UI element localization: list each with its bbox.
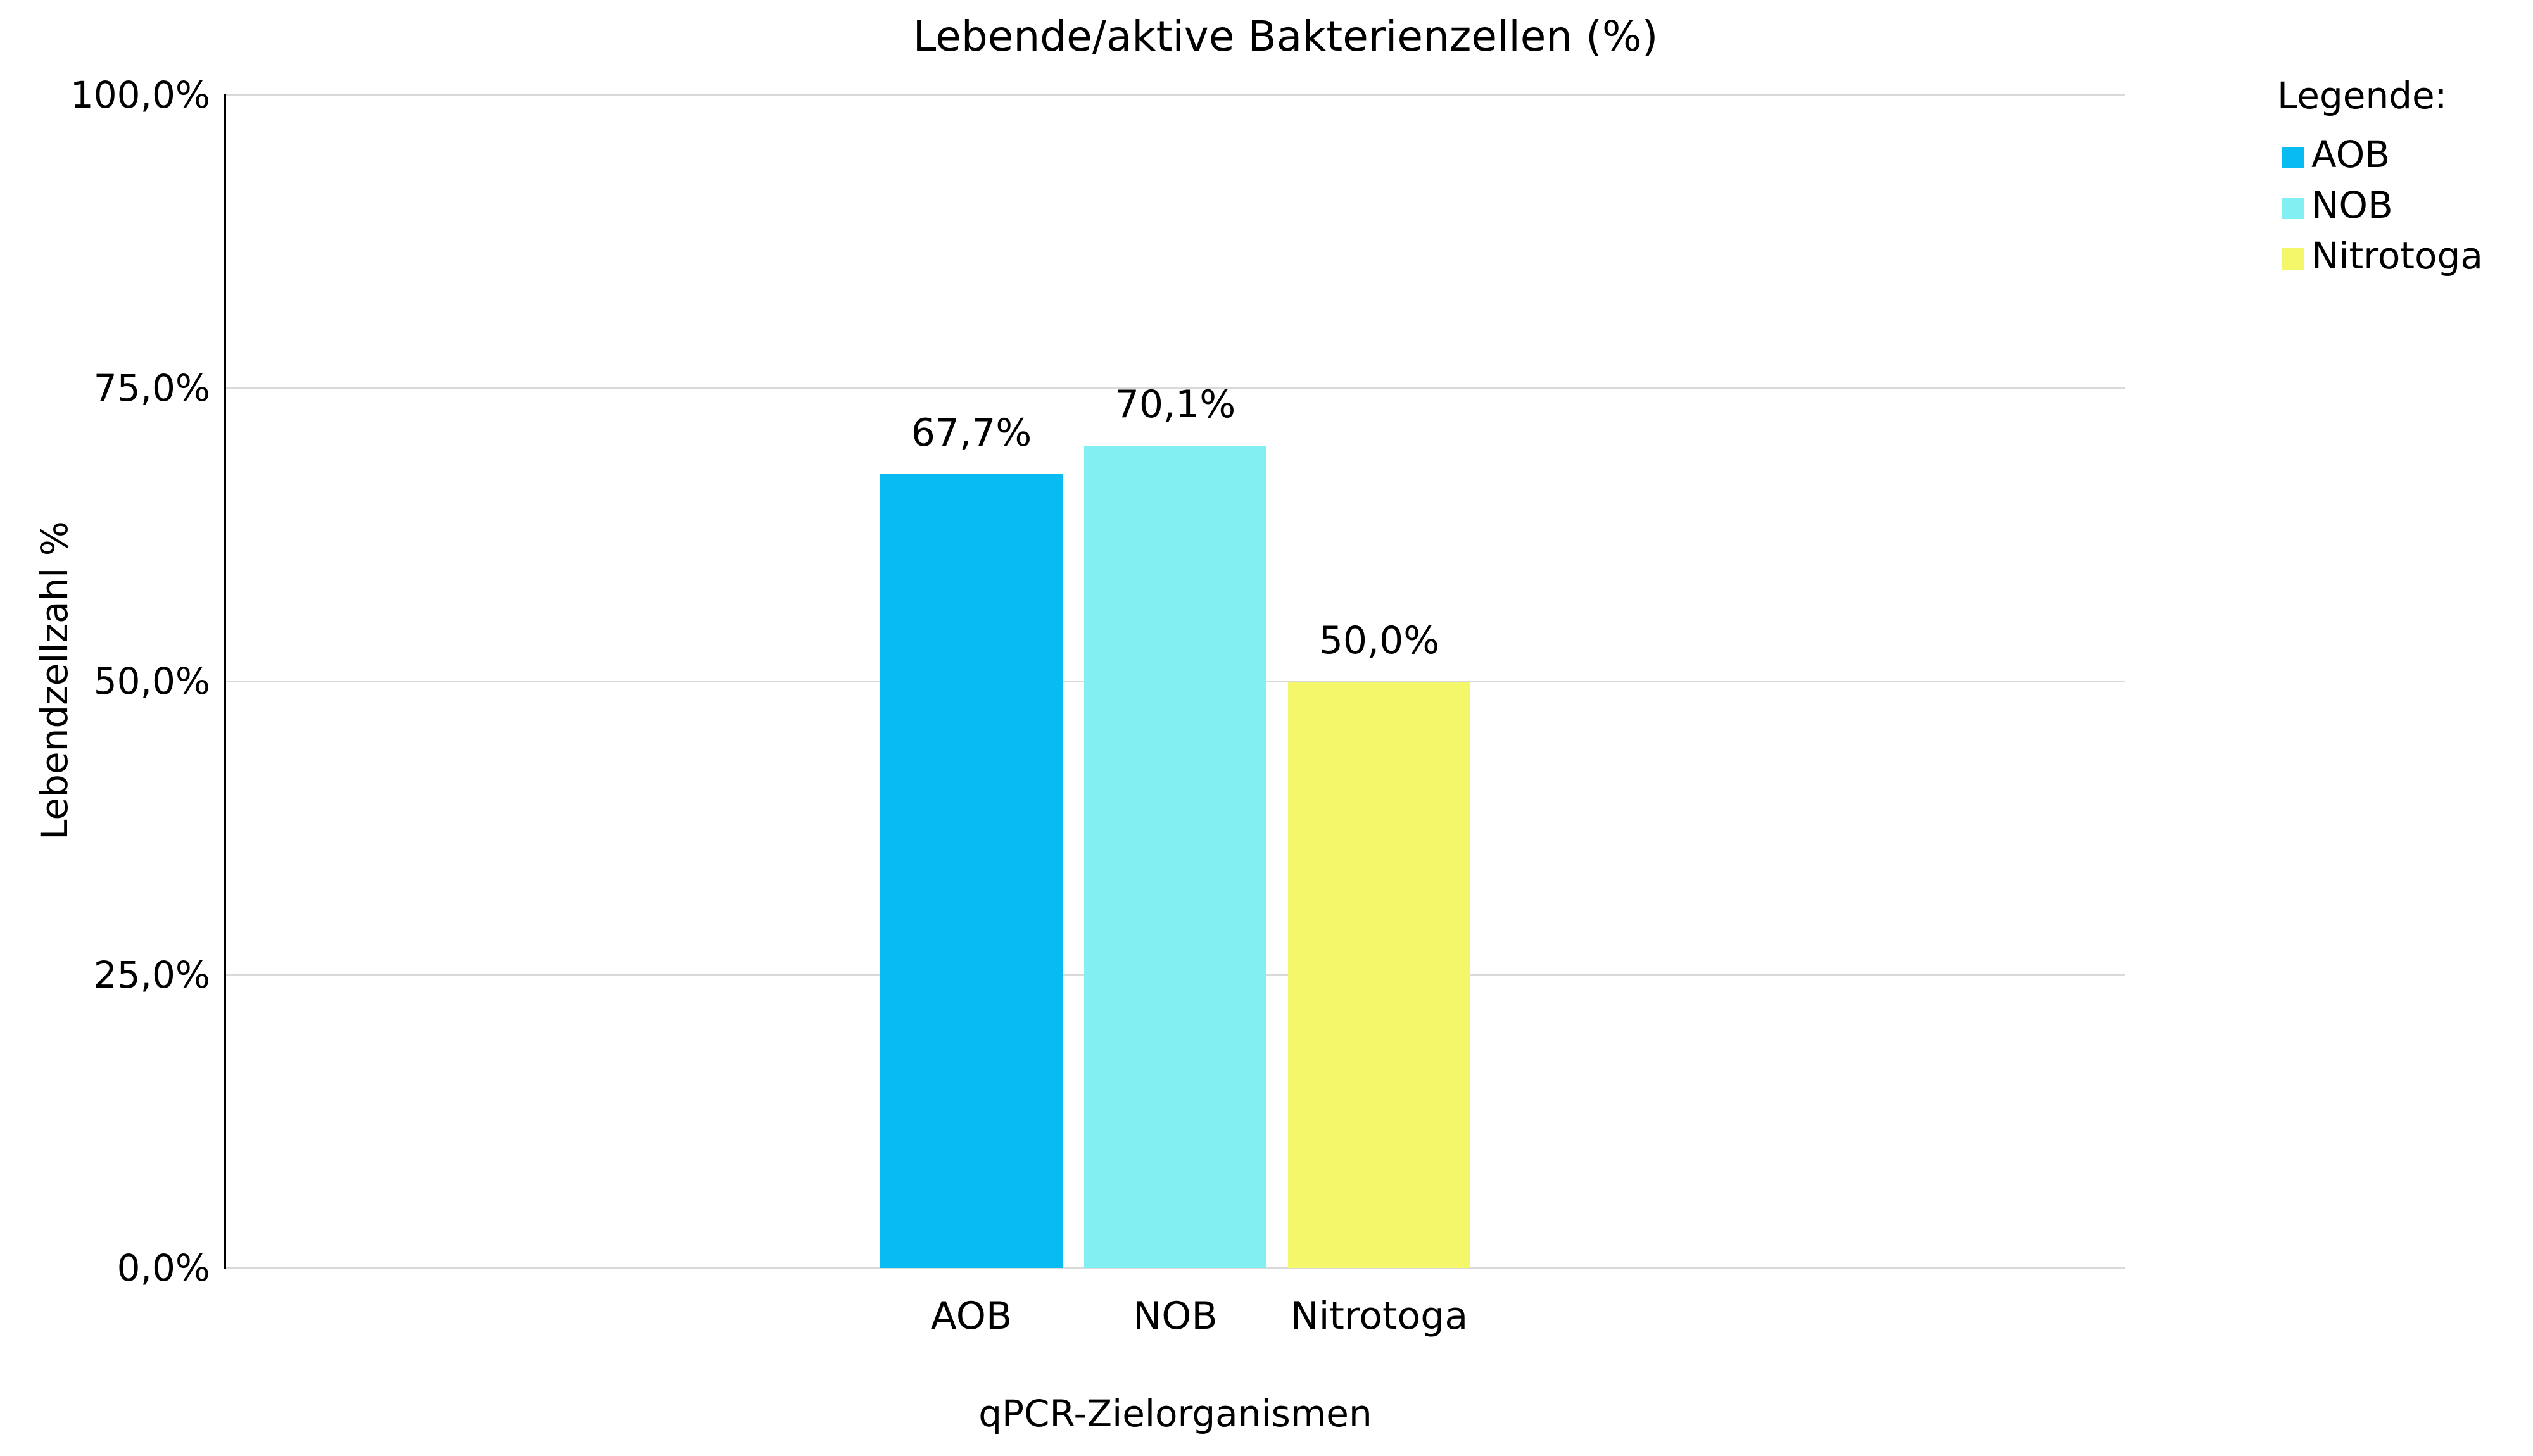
gridline-75 [225, 387, 2125, 389]
bar-aob [880, 474, 1063, 1268]
legend-swatch-nitrotoga-icon [2282, 248, 2304, 270]
legend-item-nob: NOB [2277, 180, 2483, 230]
legend-item-nitrotoga: Nitrotoga [2277, 230, 2483, 281]
x-tick-label-nitrotoga: Nitrotoga [1290, 1294, 1469, 1338]
y-tick-label-75: 75,0% [93, 367, 210, 410]
legend-label-aob: AOB [2311, 133, 2391, 176]
y-tick-label-100: 100,0% [70, 73, 210, 116]
y-axis-line [224, 94, 226, 1269]
legend-item-aob: AOB [2277, 129, 2483, 180]
legend-swatch-aob-icon [2282, 147, 2304, 168]
legend-title: Legende: [2277, 74, 2448, 117]
x-tick-label-aob: AOB [930, 1294, 1013, 1338]
legend: Legende: AOB NOB Nitrotoga [2277, 71, 2483, 281]
y-tick-label-0: 0,0% [117, 1246, 210, 1290]
value-label-nob: 70,1% [1115, 382, 1236, 427]
y-tick-label-50: 50,0% [93, 660, 210, 703]
bar-nitrotoga [1288, 681, 1470, 1268]
x-axis-title: qPCR-Zielorganismen [978, 1392, 1372, 1435]
legend-label-nitrotoga: Nitrotoga [2311, 234, 2483, 277]
x-tick-label-nob: NOB [1133, 1294, 1218, 1338]
bar-nob [1084, 446, 1266, 1268]
gridline-100 [225, 94, 2125, 96]
legend-label-nob: NOB [2311, 184, 2393, 227]
chart-title: Lebende/aktive Bakterienzellen (%) [913, 12, 1658, 61]
value-label-nitrotoga: 50,0% [1318, 618, 1440, 663]
legend-swatch-nob-icon [2282, 198, 2304, 219]
y-axis-title: Lebendzellzahl % [33, 521, 76, 840]
y-tick-label-25: 25,0% [93, 953, 210, 996]
value-label-aob: 67,7% [911, 410, 1032, 455]
